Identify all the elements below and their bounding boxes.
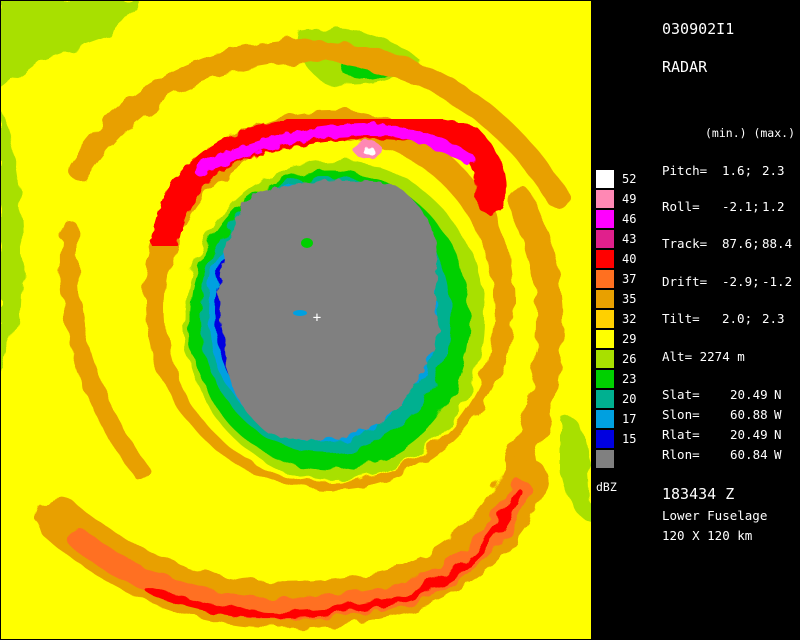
rainband-bottom-red <box>146 488 522 619</box>
param-max: 88.4 <box>762 236 793 251</box>
legend-swatch <box>596 390 614 408</box>
position-value: 20.49 <box>730 387 768 402</box>
scan-time: 183434 Z <box>662 485 735 503</box>
legend-swatch <box>596 370 614 388</box>
eyewall-north-magenta <box>194 123 476 176</box>
param-label: Roll= <box>662 199 700 214</box>
param-min: 1.6; <box>722 163 753 178</box>
antenna-label: Lower Fuselage <box>662 508 768 523</box>
legend-swatch <box>596 170 614 188</box>
param-max: 2.3 <box>762 163 785 178</box>
position-label: Rlon= <box>662 447 700 462</box>
green-patch-top-left <box>0 0 140 90</box>
product-label: RADAR <box>662 58 708 76</box>
position-label: Slat= <box>662 387 700 402</box>
param-label: Tilt= <box>662 311 700 326</box>
legend-value: 17 <box>622 412 637 426</box>
param-max: -1.2 <box>762 274 793 289</box>
param-min: 87.6; <box>722 236 760 251</box>
legend-value: 15 <box>622 432 637 446</box>
param-min: -2.9; <box>722 274 760 289</box>
orange-spiral-band-right <box>507 187 563 473</box>
position-value: 20.49 <box>730 427 768 442</box>
legend-swatch <box>596 410 614 428</box>
position-hemisphere: W <box>774 447 782 462</box>
eye-echo-spot-1 <box>301 238 313 248</box>
param-min: 2.0; <box>722 311 753 326</box>
legend-swatch <box>596 250 614 268</box>
aircraft-center-mark: + <box>313 310 321 326</box>
legend-swatch <box>596 290 614 308</box>
eye-echo-spot-2 <box>293 310 307 316</box>
eye-no-echo <box>219 179 440 440</box>
position-hemisphere: W <box>774 407 782 422</box>
orange-spiral-band-left <box>59 221 149 479</box>
eyewall-max-center <box>362 146 374 154</box>
param-label: Drift= <box>662 274 708 289</box>
legend-swatch <box>596 230 614 248</box>
legend-value: 49 <box>622 192 637 206</box>
position-value: 60.88 <box>730 407 768 422</box>
minmax-header: (min.) (max.) <box>705 126 796 140</box>
legend-value: 32 <box>622 312 637 326</box>
position-value: 60.84 <box>730 447 768 462</box>
position-label: Rlat= <box>662 427 700 442</box>
legend-swatch <box>596 270 614 288</box>
legend-unit: dBZ <box>596 480 617 494</box>
legend-value: 43 <box>622 232 637 246</box>
param-label: Track= <box>662 236 708 251</box>
param-max: 2.3 <box>762 311 785 326</box>
legend-value: 46 <box>622 212 637 226</box>
position-hemisphere: N <box>774 387 782 402</box>
param-max: 1.2 <box>762 199 785 214</box>
green-patch-bottom-right <box>560 417 592 520</box>
legend-value: 26 <box>622 352 637 366</box>
legend-value: 23 <box>622 372 637 386</box>
position-hemisphere: N <box>774 427 782 442</box>
legend-swatch <box>596 210 614 228</box>
legend-swatch <box>596 350 614 368</box>
legend-swatch <box>596 450 614 468</box>
radar-reflectivity-map: + <box>0 0 592 640</box>
green-patch-left <box>0 110 23 380</box>
param-min: -2.1; <box>722 199 760 214</box>
legend-swatch <box>596 190 614 208</box>
legend-value: 40 <box>622 252 637 266</box>
legend-value: 20 <box>622 392 637 406</box>
legend-value: 37 <box>622 272 637 286</box>
legend-value: 29 <box>622 332 637 346</box>
legend-value: 52 <box>622 172 637 186</box>
orange-spiral-band-outer <box>69 38 571 211</box>
legend-swatch <box>596 330 614 348</box>
legend-value: 35 <box>622 292 637 306</box>
domain-size: 120 X 120 km <box>662 528 753 543</box>
param-label: Pitch= <box>662 163 708 178</box>
flight-id: 030902I1 <box>662 20 735 38</box>
legend-swatch <box>596 310 614 328</box>
altitude-readout: Alt= 2274 m <box>662 349 745 364</box>
legend-swatch <box>596 430 614 448</box>
position-label: Slon= <box>662 407 700 422</box>
